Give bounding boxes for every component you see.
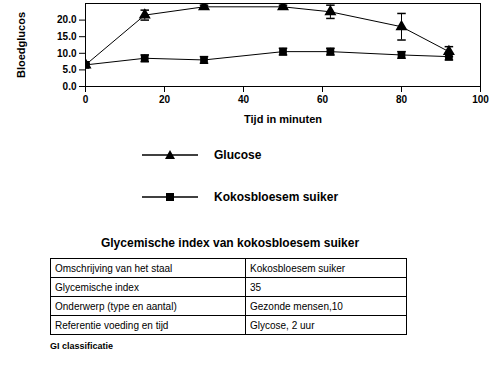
svg-text:100: 100 <box>472 94 489 105</box>
svg-text:20: 20 <box>159 94 171 105</box>
html-text:Glycemische index van kokosblo: Glycemische index van kokosbloesem suike… <box>100 236 360 250</box>
html-text:Kokosbloesem suiker: Kokosbloesem suiker <box>214 190 339 204</box>
svg-text:20.0: 20.0 <box>57 14 77 25</box>
svg-text:Tijd in minuten: Tijd in minuten <box>244 113 322 125</box>
svg-text:80: 80 <box>396 94 408 105</box>
html-text:Glycose, 2 uur: Glycose, 2 uur <box>250 319 315 331</box>
html-text:Kokosbloesem suiker: Kokosbloesem suiker <box>250 262 345 274</box>
svg-text:40: 40 <box>238 94 250 105</box>
html-text:Referentie voeding en tijd: Referentie voeding en tijd <box>55 319 169 331</box>
svg-text:0: 0 <box>83 94 89 105</box>
svg-text:10.0: 10.0 <box>57 48 77 59</box>
html-text:Glucose: Glucose <box>214 148 262 162</box>
svg-text:5.0: 5.0 <box>63 64 77 75</box>
svg-text:15.0: 15.0 <box>57 31 77 42</box>
svg-text:0.0: 0.0 <box>63 81 77 92</box>
svg-text:60: 60 <box>317 94 329 105</box>
html-text:Gezonde mensen,10: Gezonde mensen,10 <box>250 300 343 312</box>
svg-text:Bloedglucos: Bloedglucos <box>15 12 27 78</box>
html-text:GI classificatie: GI classificatie <box>50 341 113 351</box>
html-text:Onderwerp (type en aantal): Onderwerp (type en aantal) <box>55 300 177 312</box>
html-text:Omschrijving van het staal: Omschrijving van het staal <box>55 262 173 274</box>
html-text:35: 35 <box>250 281 262 293</box>
html-text:Glycemische index: Glycemische index <box>55 281 139 293</box>
